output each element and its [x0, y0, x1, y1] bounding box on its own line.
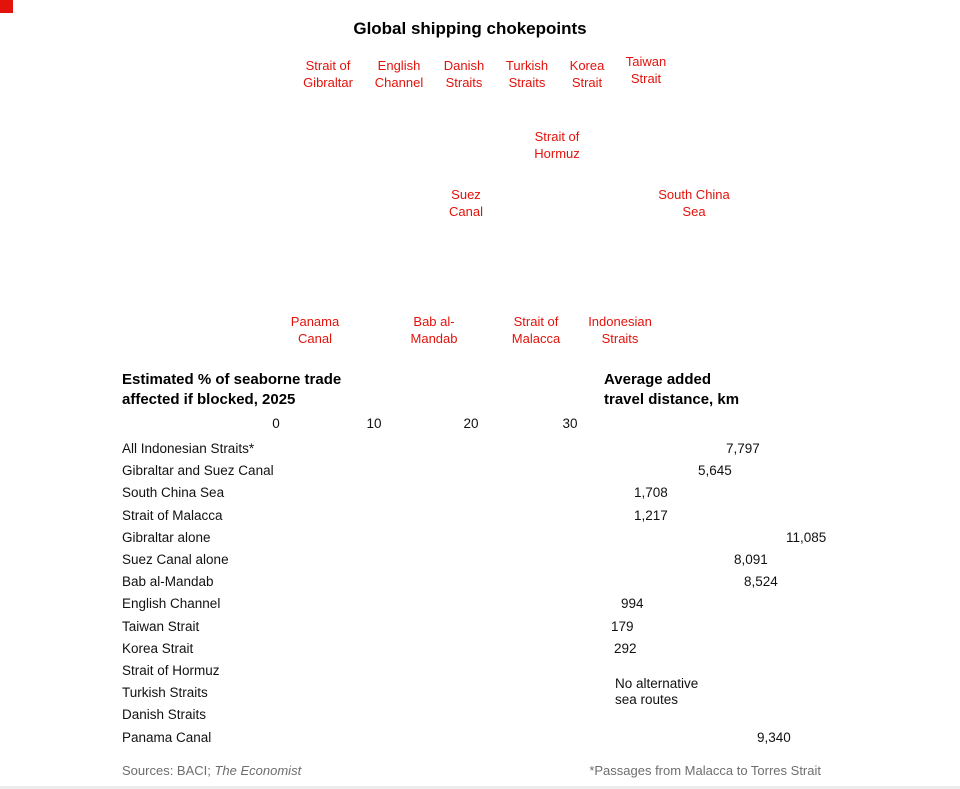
map-label-line: Strait: [571, 75, 603, 90]
map-label-line: Turkish: [505, 58, 549, 73]
row-value-strait-of-malacca: 1,217: [634, 508, 668, 523]
row-label-strait-of-hormuz: Strait of Hormuz: [122, 663, 220, 678]
left-column-header-line: Estimated % of seaborne trade: [122, 371, 342, 388]
row-label-taiwan-strait: Taiwan Strait: [122, 619, 200, 634]
map-label-strait-of-malacca: Strait of Malacca: [512, 313, 560, 347]
map-label-line: Strait of: [513, 314, 559, 329]
left-column-header: Estimated % of seaborne trade affected i…: [122, 370, 341, 410]
chart-title: Global shipping chokepoints: [353, 19, 587, 38]
map-label-line: Canal: [298, 331, 332, 346]
map-label-line: Sea: [682, 204, 706, 219]
sources-publisher: The Economist: [214, 763, 302, 778]
map-label-line: Strait of: [305, 58, 351, 73]
horizontal-scrollbar[interactable]: [0, 786, 960, 789]
map-label-line: Straits: [508, 75, 546, 90]
row-value-bab-al-mandab: 8,524: [744, 574, 778, 589]
map-label-line: Panama: [290, 314, 340, 329]
map-label-line: Strait: [630, 71, 662, 86]
map-label-line: Danish: [443, 58, 485, 73]
map-label-line: Suez: [451, 187, 481, 202]
sources-prefix: Sources: BACI;: [122, 763, 215, 778]
map-label-line: Canal: [449, 204, 483, 219]
axis-tick-10: 10: [366, 416, 382, 431]
map-label-danish-straits: Danish Straits: [444, 57, 484, 91]
map-label-strait-of-gibraltar: Strait of Gibraltar: [303, 57, 353, 91]
row-label-all-indonesian-straits: All Indonesian Straits*: [122, 441, 255, 456]
axis-tick-0: 0: [272, 416, 280, 431]
map-label-line: Mandab: [410, 331, 458, 346]
map-label-korea-strait: Korea Strait: [570, 57, 605, 91]
right-column-header: Average added travel distance, km: [604, 370, 739, 410]
no-alternative-routes-note-line: No alternative: [615, 676, 699, 691]
row-label-south-china-sea: South China Sea: [122, 485, 225, 500]
map-label-line: Hormuz: [534, 146, 580, 161]
row-label-strait-of-malacca: Strait of Malacca: [122, 508, 223, 523]
map-label-line: Korea: [569, 58, 605, 73]
no-alternative-routes-note: No alternative sea routes: [615, 676, 698, 708]
row-value-gibraltar-alone: 11,085: [786, 530, 827, 545]
map-label-indonesian-straits: Indonesian Straits: [588, 313, 652, 347]
row-label-bab-al-mandab: Bab al-Mandab: [122, 574, 214, 589]
map-label-line: South China: [658, 187, 730, 202]
row-value-suez-canal-alone: 8,091: [734, 552, 768, 567]
row-label-gibraltar-and-suez-canal: Gibraltar and Suez Canal: [122, 463, 274, 478]
map-label-line: Taiwan: [625, 54, 667, 69]
map-label-strait-of-hormuz: Strait of Hormuz: [534, 128, 580, 162]
map-label-english-channel: English Channel: [375, 57, 423, 91]
map-label-line: Malacca: [511, 331, 561, 346]
map-label-line: English: [377, 58, 421, 73]
row-value-english-channel: 994: [621, 596, 644, 611]
row-value-gibraltar-and-suez-canal: 5,645: [698, 463, 732, 478]
footnote-text: *Passages from Malacca to Torres Strait: [589, 763, 821, 778]
row-label-turkish-straits: Turkish Straits: [122, 685, 208, 700]
map-label-taiwan-strait: Taiwan Strait: [626, 53, 666, 87]
row-value-all-indonesian-straits: 7,797: [726, 441, 760, 456]
row-label-panama-canal: Panama Canal: [122, 730, 212, 745]
row-label-suez-canal-alone: Suez Canal alone: [122, 552, 229, 567]
map-label-bab-al-mandab: Bab al- Mandab: [411, 313, 458, 347]
sources-text: Sources: BACI; The Economist: [122, 763, 301, 778]
left-column-header-line: affected if blocked, 2025: [122, 391, 296, 408]
row-value-panama-canal: 9,340: [757, 730, 791, 745]
axis-tick-20: 20: [463, 416, 479, 431]
row-value-south-china-sea: 1,708: [634, 485, 668, 500]
map-label-south-china-sea: South China Sea: [658, 186, 730, 220]
right-column-header-line: travel distance, km: [604, 391, 740, 408]
map-label-line: Indonesian: [588, 314, 652, 329]
map-label-suez-canal: Suez Canal: [449, 186, 483, 220]
row-value-taiwan-strait: 179: [611, 619, 634, 634]
map-label-turkish-straits: Turkish Straits: [506, 57, 548, 91]
map-label-line: Straits: [445, 75, 483, 90]
row-label-gibraltar-alone: Gibraltar alone: [122, 530, 211, 545]
right-column-header-line: Average added: [604, 371, 711, 388]
row-label-english-channel: English Channel: [122, 596, 221, 611]
no-alternative-routes-note-line: sea routes: [615, 692, 679, 707]
row-value-korea-strait: 292: [614, 641, 637, 656]
map-label-line: Channel: [374, 75, 424, 90]
row-label-danish-straits: Danish Straits: [122, 707, 207, 722]
map-label-line: Bab al-: [413, 314, 455, 329]
map-label-panama-canal: Panama Canal: [291, 313, 339, 347]
row-label-korea-strait: Korea Strait: [122, 641, 194, 656]
map-label-line: Straits: [601, 331, 639, 346]
map-label-line: Gibraltar: [303, 75, 353, 90]
economist-red-tab: [0, 0, 13, 13]
axis-tick-30: 30: [562, 416, 578, 431]
map-label-line: Strait of: [534, 129, 580, 144]
